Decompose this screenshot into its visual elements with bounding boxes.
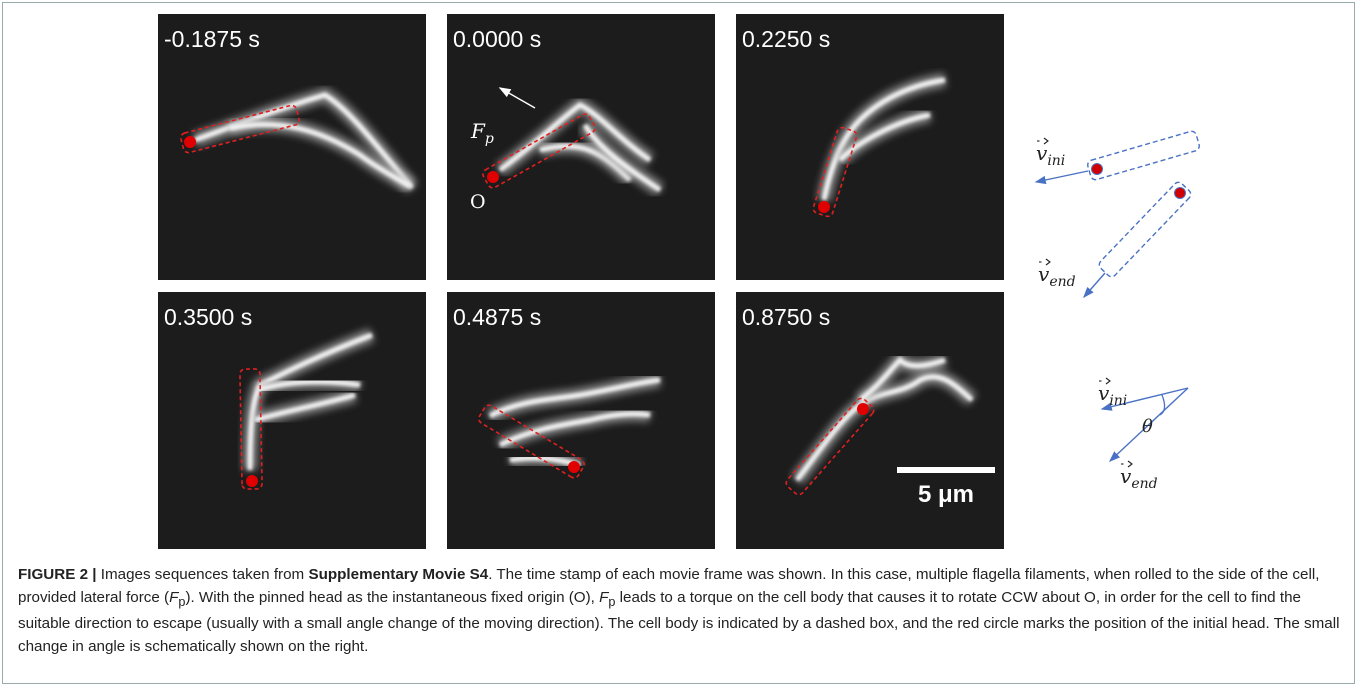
time-stamp: 0.8750 s bbox=[742, 304, 830, 330]
symbol: F bbox=[169, 589, 178, 606]
scale-bar-label: 5 μm bbox=[918, 481, 974, 508]
time-stamp: 0.2250 s bbox=[742, 26, 830, 52]
caption: FIGURE 2 | Images sequences taken from S… bbox=[18, 564, 1348, 658]
vector-label: vini bbox=[1098, 381, 1127, 409]
time-stamp: 0.4875 s bbox=[453, 304, 541, 330]
velocity-arrow bbox=[1084, 273, 1105, 297]
symbol: v bbox=[1038, 262, 1050, 286]
symbol: v bbox=[1120, 464, 1132, 488]
symbol: F bbox=[470, 119, 486, 143]
head-dot bbox=[1175, 188, 1186, 199]
head-dot bbox=[246, 475, 258, 487]
vector-label: vend bbox=[1120, 464, 1158, 492]
subscript: p bbox=[485, 131, 494, 147]
subscript: ini bbox=[1109, 393, 1127, 409]
caption-text: Images sequences taken from bbox=[101, 566, 304, 583]
figure: -0.1875 s 0.0000 s Fp O 0.2250 s 0.3500 s 0.48… bbox=[0, 0, 1360, 560]
time-stamp: 0.0000 s bbox=[453, 26, 541, 52]
time-stamp: 0.3500 s bbox=[164, 304, 252, 330]
symbol: v bbox=[1036, 141, 1048, 165]
micrograph bbox=[736, 292, 1004, 549]
micrograph bbox=[158, 292, 426, 549]
head-dot bbox=[184, 136, 196, 148]
head-dot bbox=[1092, 164, 1103, 175]
caption-text: ). With the pinned head as the instantan… bbox=[185, 589, 599, 606]
subscript: end bbox=[1131, 476, 1157, 492]
vector-label: vini bbox=[1036, 141, 1065, 169]
head-dot bbox=[487, 171, 499, 183]
caption-source: Supplementary Movie S4 bbox=[308, 566, 488, 583]
origin-label: O bbox=[470, 191, 486, 213]
micrograph bbox=[736, 14, 1004, 280]
velocity-arrow bbox=[1036, 171, 1088, 182]
vector-label: vend bbox=[1038, 262, 1076, 290]
symbol: F bbox=[599, 589, 608, 606]
head-dot bbox=[568, 461, 580, 473]
angle-arc bbox=[1160, 395, 1165, 415]
head-dot bbox=[818, 201, 830, 213]
cell-body-box bbox=[1087, 130, 1201, 181]
caption-label: FIGURE 2 | bbox=[18, 566, 97, 583]
subscript: ini bbox=[1047, 153, 1065, 169]
symbol: v bbox=[1098, 381, 1110, 405]
angle-label: θ bbox=[1142, 416, 1153, 437]
subscript: end bbox=[1049, 274, 1075, 290]
head-dot bbox=[857, 403, 869, 415]
time-stamp: -0.1875 s bbox=[164, 26, 260, 52]
scale-bar bbox=[897, 467, 995, 473]
